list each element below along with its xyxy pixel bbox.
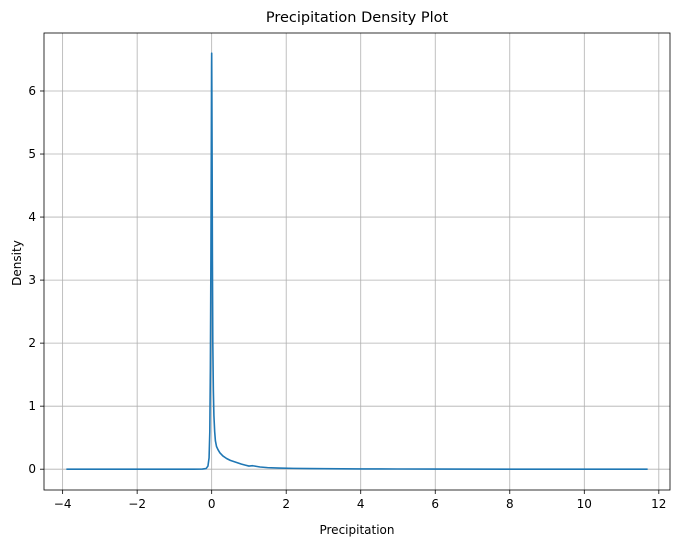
series-layer: [66, 52, 648, 470]
x-tick-label: −4: [54, 497, 72, 511]
x-tick-label: 6: [431, 497, 439, 511]
x-tick-label: −2: [128, 497, 146, 511]
y-tick-label: 6: [28, 84, 36, 98]
x-tick-label: 8: [506, 497, 514, 511]
y-axis-label: Density: [10, 240, 24, 286]
plot-frame: [43, 32, 671, 491]
x-tick-label: 4: [357, 497, 365, 511]
x-tick-label: 12: [651, 497, 666, 511]
y-tick-label: 2: [28, 336, 36, 350]
grid: [44, 33, 670, 490]
y-tick-label: 0: [28, 462, 36, 476]
chart-title: Precipitation Density Plot: [266, 10, 449, 26]
density-line: [66, 52, 648, 470]
x-tick-label: 0: [208, 497, 216, 511]
y-tick-label: 4: [28, 210, 36, 224]
y-tick-label: 1: [28, 399, 36, 413]
x-tick-label: 2: [282, 497, 290, 511]
y-tick-label: 5: [28, 147, 36, 161]
x-tick-label: 10: [577, 497, 592, 511]
x-axis-label: Precipitation: [319, 523, 394, 537]
y-tick-label: 3: [28, 273, 36, 287]
